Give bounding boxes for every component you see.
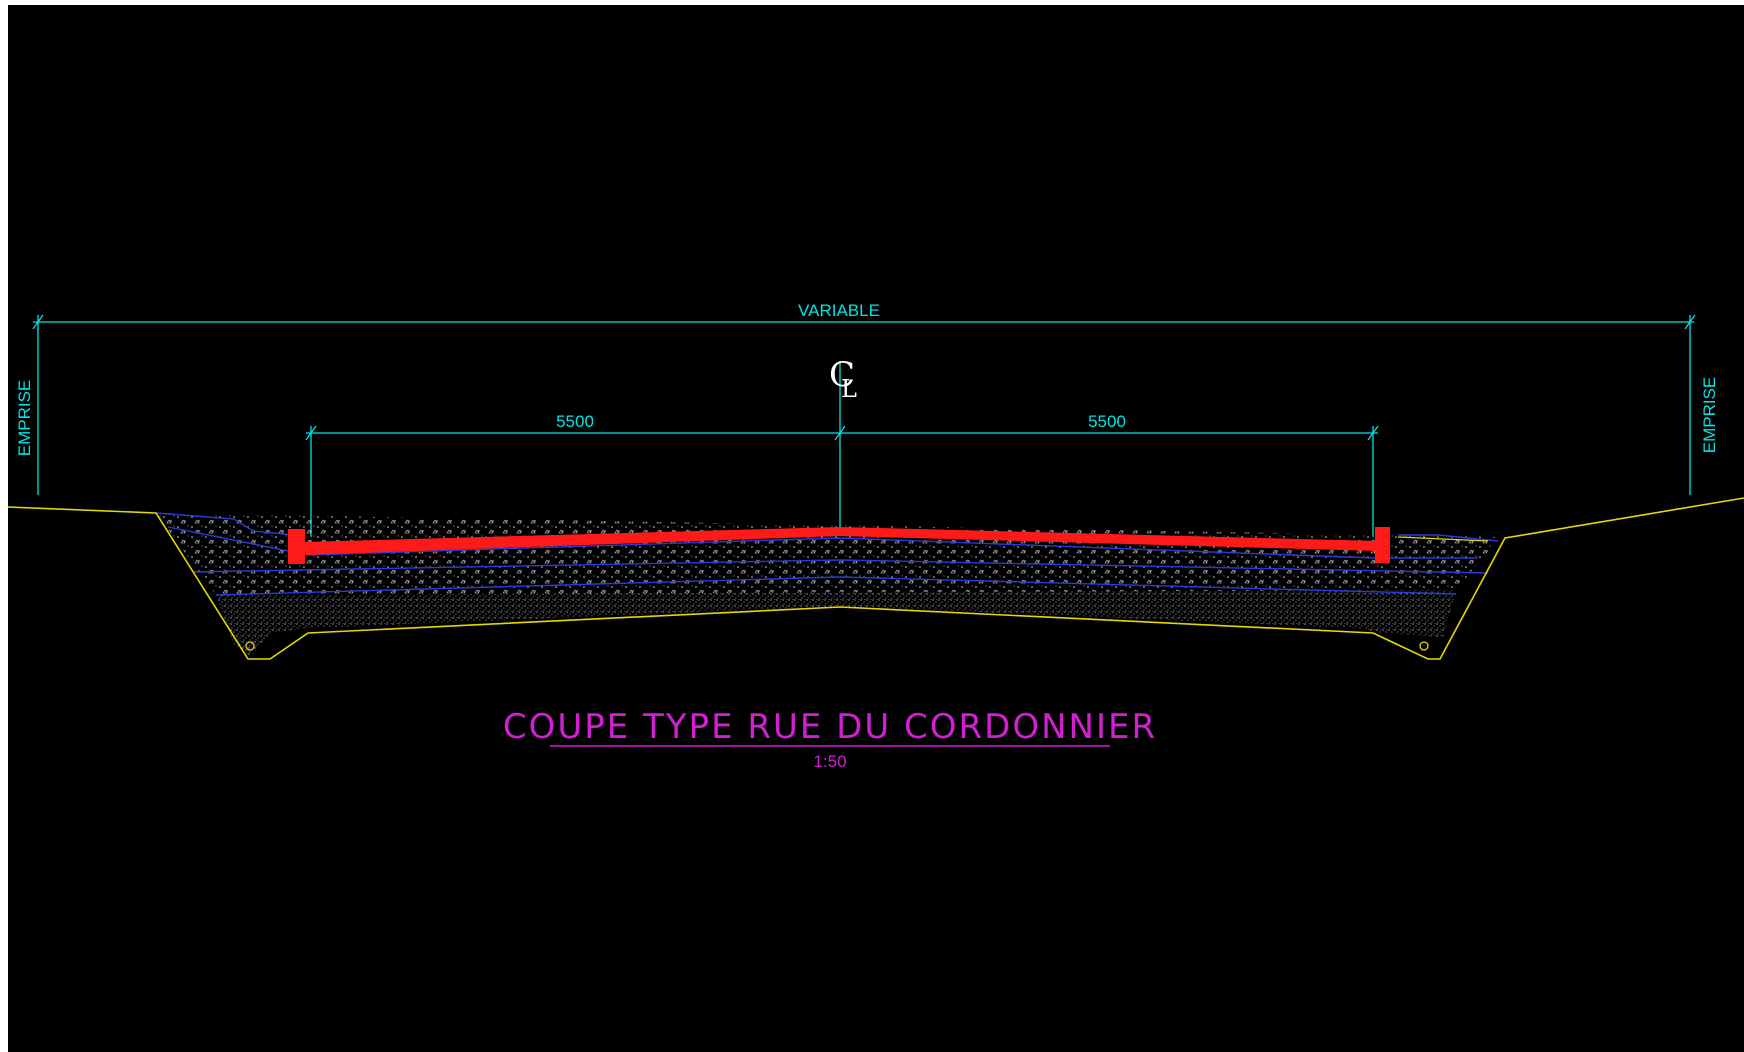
sand-subbase-layer [216,590,1456,657]
right-emprise-label: EMPRISE [1700,377,1719,454]
overall-dimension-text: VARIABLE [798,301,880,320]
road-structure [8,497,1744,660]
left-emprise-label: EMPRISE [15,380,34,457]
centerline-symbol: C [829,355,855,395]
drawing-title: COUPE TYPE RUE DU CORDONNIER [503,707,1157,747]
left-lane-width: 5500 [556,412,594,431]
drawing-scale: 1:50 [813,752,846,771]
centerline: C L [829,355,857,530]
right-drain [1419,641,1429,651]
left-drain [245,641,255,651]
right-lane-width: 5500 [1088,412,1126,431]
cross-section-drawing: VARIABLE EMPRISE EMPRISE C L 5500 5500 [8,301,1744,771]
centerline-symbol-sub: L [841,375,857,403]
cad-canvas: VARIABLE EMPRISE EMPRISE C L 5500 5500 [8,5,1744,1052]
lane-dimensions: 5500 5500 [305,412,1379,537]
pavement [288,527,1390,564]
drawing-title-block: COUPE TYPE RUE DU CORDONNIER 1:50 [503,707,1157,771]
overall-dimension: VARIABLE [32,301,1696,495]
gravel-base-layer [156,513,1500,595]
right-curb [1375,527,1390,563]
ground-line [8,497,1744,660]
left-curb [288,529,305,564]
